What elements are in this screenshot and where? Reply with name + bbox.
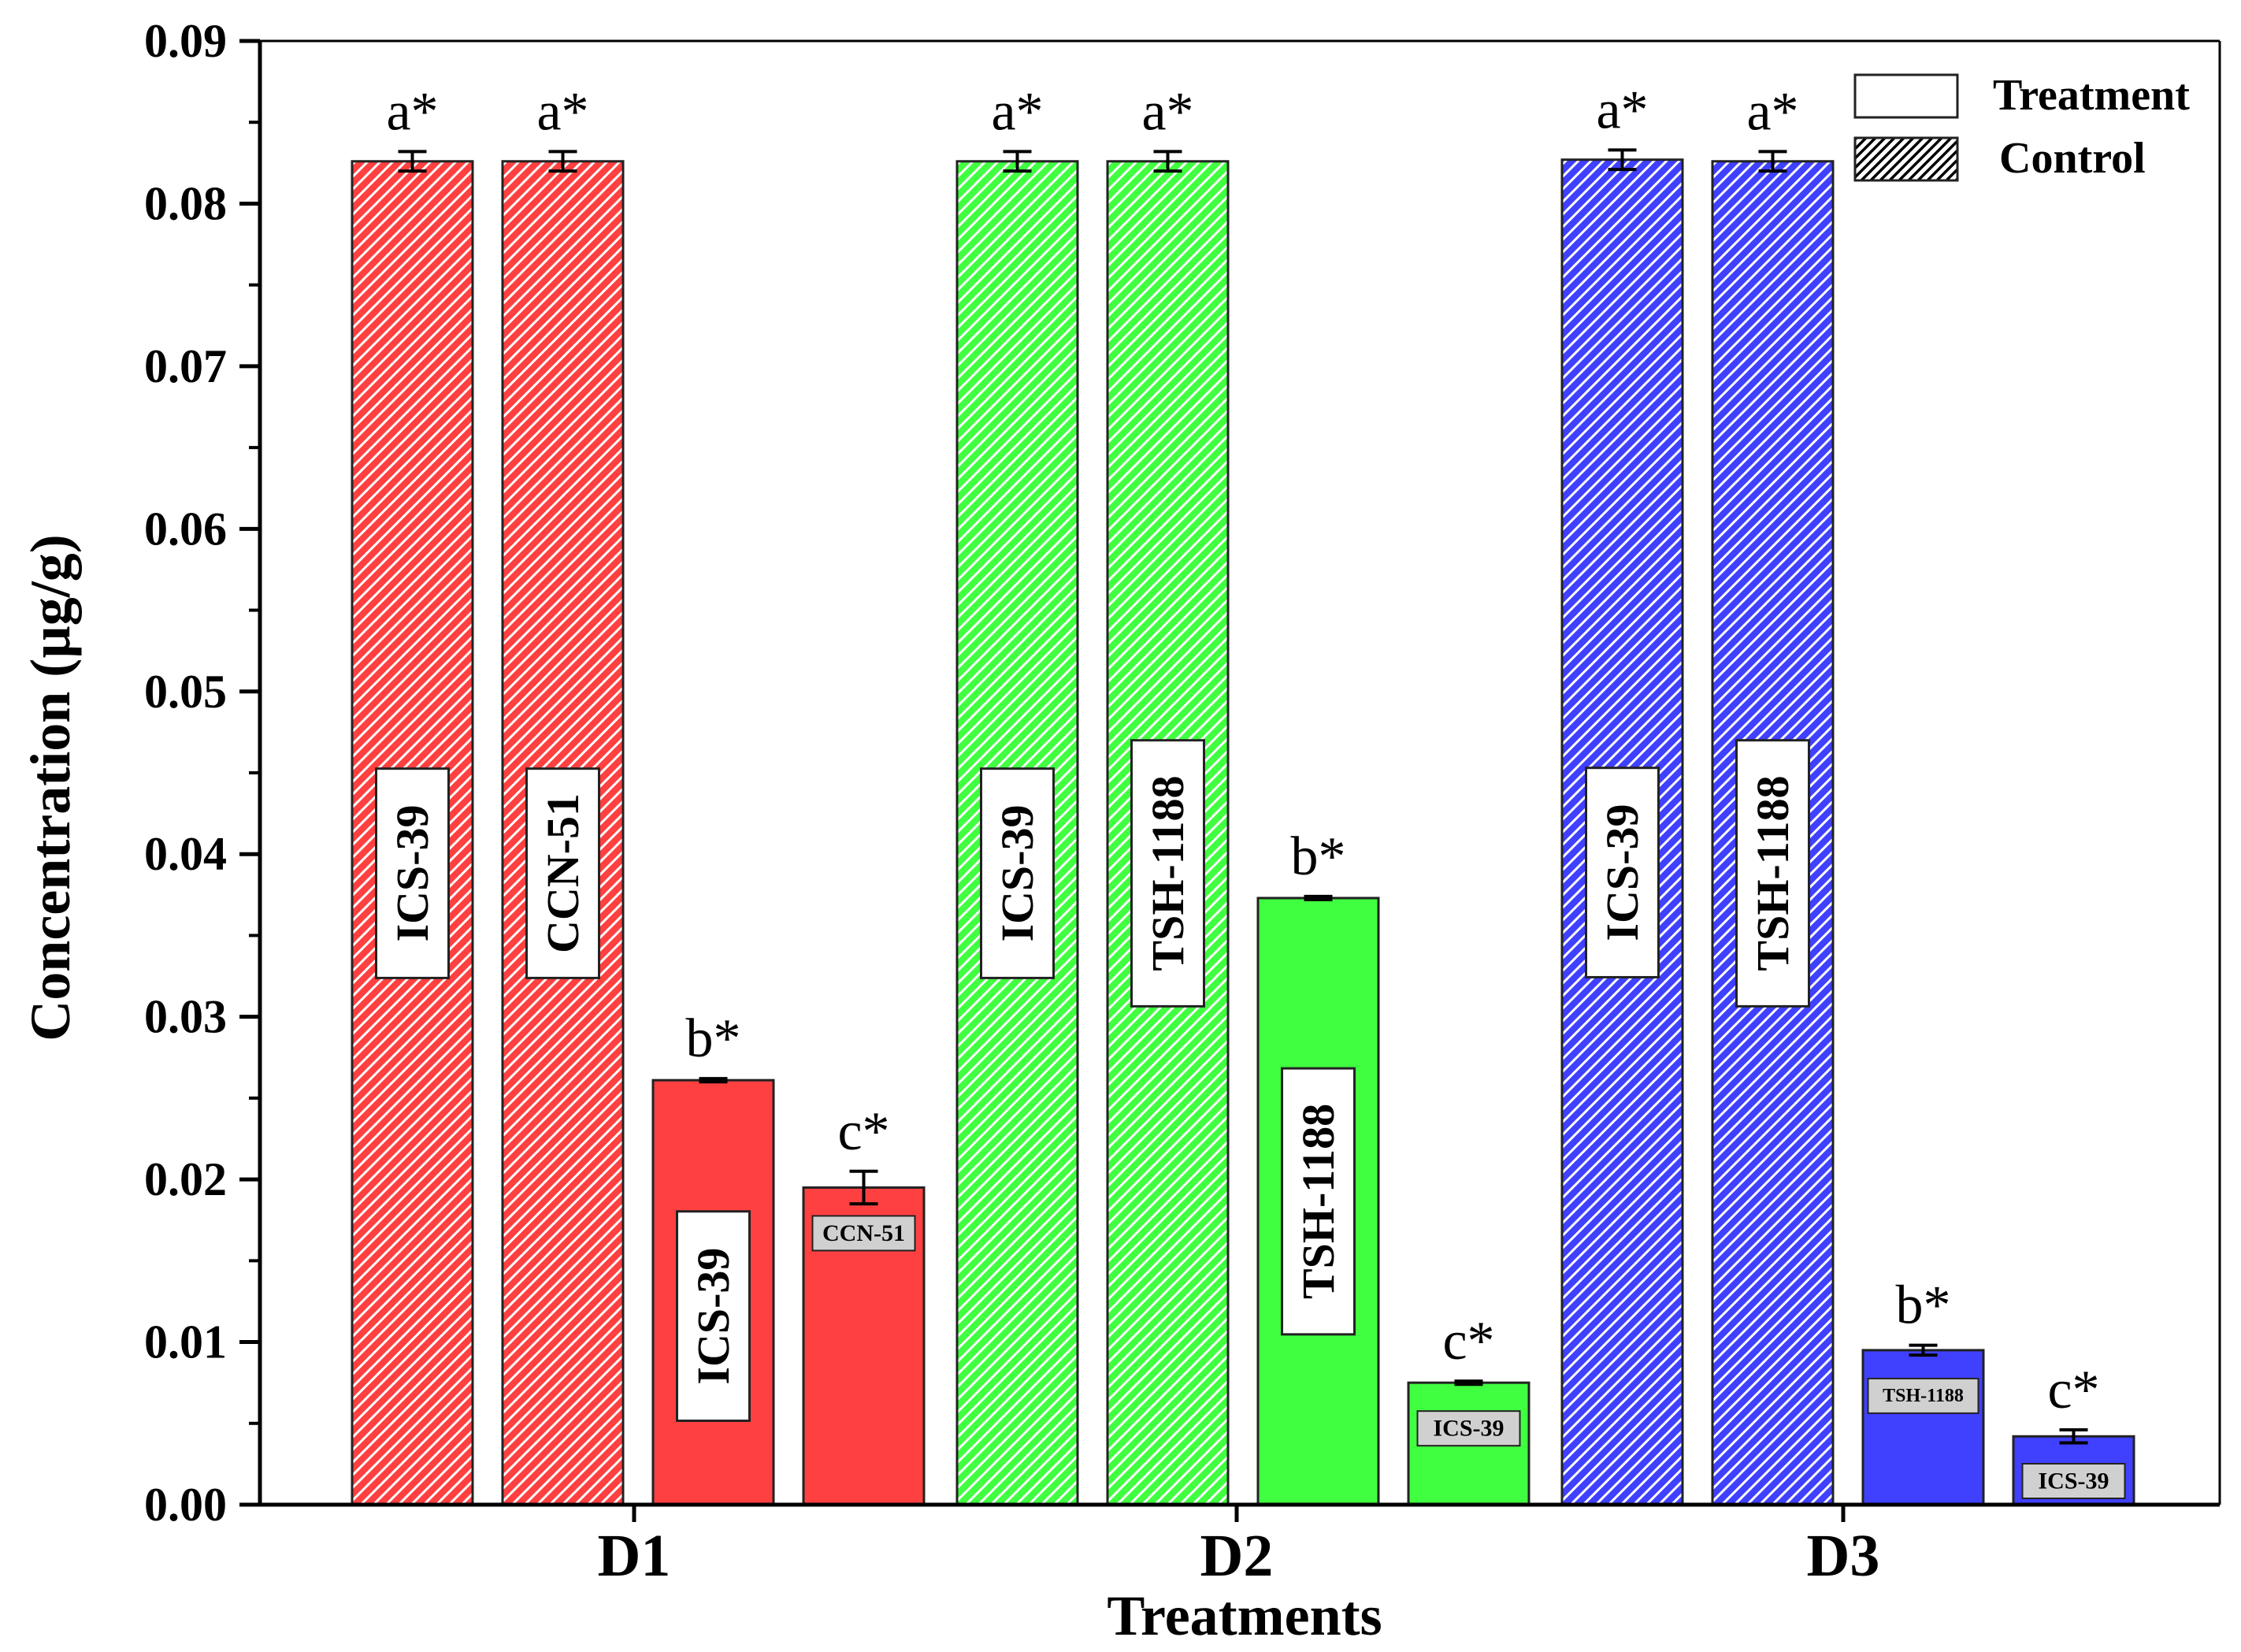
y-tick-label-0.09: 0.09	[144, 15, 227, 67]
labels-layer: a* ICS-39 a* CCN-51 b* ICS-39 c* CCN-51 a* ICS-39…	[375, 80, 2126, 1499]
error-bar-d1-1	[398, 150, 427, 173]
sig-label-d2-4: c*	[1442, 1311, 1494, 1372]
bar-label-d3-3: TSH-1188	[1867, 1377, 1979, 1414]
legend-swatch-control	[1853, 136, 1959, 182]
bar-label-d2-1: ICS-39	[980, 767, 1055, 979]
bar-label-d1-4: CCN-51	[811, 1215, 916, 1252]
y-axis-title: Concentration (µg/g)	[19, 534, 82, 1041]
legend: Treatment Control	[1853, 71, 2190, 183]
bar-label-d1-2: CCN-51	[525, 767, 600, 979]
bars-layer	[351, 148, 2135, 1506]
x-tick-label-d3: D3	[1807, 1523, 1880, 1589]
bar-label-d2-2: TSH-1188	[1130, 739, 1205, 1008]
legend-label-treatment: Treatment	[1993, 71, 2190, 120]
error-bar-d3-1	[1608, 148, 1637, 172]
y-tick-label-0.08: 0.08	[144, 177, 227, 229]
svg-text:TSH-1188: TSH-1188	[1883, 1386, 1964, 1406]
error-bar-d2-2	[1153, 150, 1182, 173]
legend-swatch-treatment	[1853, 73, 1959, 119]
y-tick-label-0.00: 0.00	[144, 1479, 227, 1531]
sig-label-d2-1: a*	[991, 81, 1043, 142]
x-tick-label-d1: D1	[598, 1523, 671, 1589]
axes-layer: 0.00 0.01 0.02 0.03 0.04 0.05 0.06 0.07 0.08 0.09…	[19, 15, 2221, 1647]
bar-label-d1-3: ICS-39	[676, 1210, 751, 1422]
sig-label-d1-1: a*	[386, 81, 438, 142]
y-tick-label-0.03: 0.03	[144, 991, 227, 1043]
error-bar-d2-4	[1454, 1379, 1483, 1387]
svg-text:ICS-39: ICS-39	[992, 805, 1043, 942]
svg-text:CCN-51: CCN-51	[822, 1220, 905, 1246]
sig-label-d1-4: c*	[837, 1101, 889, 1162]
bar-label-d3-2: TSH-1188	[1735, 739, 1810, 1008]
svg-text:TSH-1188: TSH-1188	[1142, 775, 1193, 971]
x-axis-title: Treatments	[1107, 1584, 1382, 1647]
y-tick-label-0.06: 0.06	[144, 503, 227, 555]
bar-label-d2-3: TSH-1188	[1281, 1067, 1356, 1336]
error-bar-d1-3	[699, 1077, 728, 1084]
y-tick-label-0.05: 0.05	[144, 666, 227, 718]
x-tick-label-d2: D2	[1200, 1523, 1274, 1589]
sig-label-d3-3: b*	[1896, 1275, 1951, 1336]
error-bar-d3-2	[1758, 150, 1787, 173]
svg-text:ICS-39: ICS-39	[1597, 804, 1648, 941]
svg-text:ICS-39: ICS-39	[688, 1248, 739, 1385]
svg-text:ICS-39: ICS-39	[387, 805, 438, 942]
y-tick-label-0.02: 0.02	[144, 1153, 227, 1205]
error-bar-d3-3	[1909, 1343, 1938, 1357]
bar-label-d3-4: ICS-39	[2021, 1463, 2126, 1499]
sig-label-d3-4: c*	[2047, 1360, 2099, 1420]
bar-d3-3	[1861, 1349, 1985, 1506]
error-bar-d2-1	[1003, 150, 1032, 173]
svg-text:TSH-1188: TSH-1188	[1747, 775, 1798, 971]
y-tick-label-0.04: 0.04	[144, 828, 227, 880]
sig-label-d1-2: a*	[536, 81, 588, 142]
error-bar-d1-4	[849, 1169, 878, 1206]
sig-label-d3-2: a*	[1746, 81, 1798, 142]
error-bar-d3-4	[2059, 1428, 2088, 1445]
legend-layer: Treatment Control	[1853, 71, 2190, 183]
svg-text:ICS-39: ICS-39	[2038, 1468, 2109, 1494]
bar-label-d2-4: ICS-39	[1416, 1410, 1521, 1447]
y-tick-label-0.01: 0.01	[144, 1316, 227, 1368]
error-bar-d2-3	[1304, 894, 1333, 902]
sig-label-d2-3: b*	[1291, 826, 1346, 887]
svg-text:ICS-39: ICS-39	[1433, 1416, 1504, 1442]
bar-label-d1-1: ICS-39	[375, 767, 450, 979]
bar-label-d3-1: ICS-39	[1585, 767, 1660, 978]
sig-label-d2-2: a*	[1141, 81, 1193, 142]
sig-label-d1-3: b*	[686, 1008, 741, 1069]
sig-label-d3-1: a*	[1596, 80, 1648, 140]
error-bar-d1-2	[548, 150, 577, 173]
legend-label-control: Control	[1999, 134, 2146, 183]
svg-text:CCN-51: CCN-51	[537, 793, 588, 953]
svg-text:TSH-1188: TSH-1188	[1293, 1104, 1344, 1299]
y-tick-label-0.07: 0.07	[144, 340, 227, 392]
